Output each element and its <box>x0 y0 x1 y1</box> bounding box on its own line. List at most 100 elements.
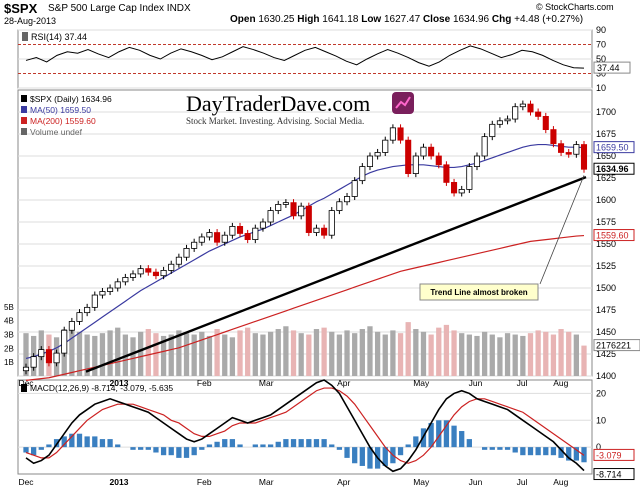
volume-bar <box>459 333 465 376</box>
price-candle <box>542 116 549 131</box>
annotation-arrow <box>539 175 585 285</box>
macd-tick-label: 0 <box>596 442 601 452</box>
chg-value: +4.48 (+0.27%) <box>514 14 584 25</box>
macd-x-tick-label: Jul <box>517 477 528 487</box>
volume-bar <box>367 326 373 376</box>
volume-value-box <box>593 339 640 352</box>
price-candle <box>122 277 129 283</box>
macd-histogram-bar <box>443 420 450 448</box>
price-legend-swatch <box>21 95 27 102</box>
price-candle <box>359 166 366 182</box>
low-value: 1627.47 <box>384 14 421 25</box>
price-x-tick-label: Mar <box>259 378 274 388</box>
macd-histogram-bar <box>31 447 37 456</box>
macd-histogram-bar <box>290 439 297 448</box>
volume-bar <box>405 322 411 376</box>
macd-histogram-bar <box>566 447 572 461</box>
ma50-value-label: 1659.50 <box>596 143 629 153</box>
macd-histogram-bar <box>313 439 320 448</box>
volume-bar <box>543 331 549 376</box>
price-candle <box>328 210 335 236</box>
price-candle <box>259 221 266 229</box>
ma200-legend: MA(200) 1559.60 <box>30 116 96 126</box>
volume-bar <box>229 337 236 376</box>
macd-histogram-bar <box>543 447 549 456</box>
macd-histogram-bar <box>336 447 343 450</box>
volume-tick-label: 2B <box>4 344 14 353</box>
macd-histogram-bar <box>206 444 213 448</box>
volume-tick-label: 3B <box>4 331 14 340</box>
price-tick-label: 1700 <box>596 107 616 117</box>
watermark: © StockCharts.com <box>536 2 614 12</box>
price-candle <box>344 196 351 203</box>
price-candle <box>580 144 588 170</box>
macd-tick-label: 20 <box>596 388 606 398</box>
volume-bar <box>573 334 579 376</box>
volume-bar <box>191 334 197 376</box>
price-tick-label: 1450 <box>596 327 616 337</box>
macd-histogram-bar <box>329 444 335 448</box>
price-candle <box>535 111 542 117</box>
macd-histogram-bar <box>107 439 113 448</box>
macd-panel-frame <box>17 379 593 475</box>
volume-tick-label: 4B <box>4 317 14 326</box>
price-x-tick-label: May <box>413 378 430 388</box>
price-candle <box>496 120 503 125</box>
logo-tagline: Stock Market. Investing. Advising. Socia… <box>186 116 365 126</box>
macd-histogram-bar <box>428 422 434 448</box>
volume-bar <box>382 334 388 376</box>
price-candle <box>443 164 450 183</box>
price-candle <box>191 241 198 249</box>
price-tick-label: 1650 <box>596 151 616 161</box>
volume-bar <box>466 334 472 376</box>
price-candle <box>175 256 182 265</box>
ma50-line <box>25 143 585 359</box>
volume-bar <box>344 330 350 376</box>
price-candle <box>382 139 389 153</box>
volume-bar <box>99 333 106 376</box>
price-candle <box>573 144 580 155</box>
macd-histogram-bar <box>99 439 106 448</box>
macd-x-tick-label: Dec <box>18 477 34 487</box>
annotation-box <box>419 283 539 301</box>
volume-bar <box>237 330 243 376</box>
volume-bar <box>168 334 174 376</box>
macd-histogram-bar <box>61 436 67 448</box>
macd-histogram-bar <box>183 447 190 458</box>
price-candle <box>336 201 343 211</box>
macd-histogram-bar <box>115 444 121 448</box>
volume-bar <box>443 324 450 376</box>
price-candle <box>565 152 572 155</box>
high-value: 1641.18 <box>322 14 359 25</box>
macd-histogram-bar <box>359 447 365 466</box>
volume-bar <box>298 333 304 376</box>
price-tick-label: 1475 <box>596 305 616 315</box>
macd-histogram-bar <box>69 433 75 448</box>
price-candle <box>236 225 244 234</box>
volume-bar <box>176 330 182 376</box>
macd-histogram-bar <box>352 447 358 464</box>
index-name: S&P 500 Large Cap Index INDX <box>48 3 191 14</box>
macd-histogram-bar <box>451 425 457 448</box>
macd-histogram-bar <box>504 447 511 450</box>
macd-histogram-bar <box>535 447 541 456</box>
price-x-tick-label: Apr <box>337 378 350 388</box>
high-label: High <box>297 14 320 25</box>
price-candle <box>512 106 519 120</box>
close-value-box <box>593 162 635 175</box>
macd-histogram-bar <box>520 447 526 456</box>
volume-bar <box>76 331 83 376</box>
volume-bar <box>581 345 587 376</box>
price-candle <box>267 210 274 223</box>
price-candle <box>53 352 60 364</box>
volume-bar <box>451 330 457 376</box>
macd-histogram-bar <box>168 447 174 456</box>
macd-tick-label: 10 <box>596 415 606 425</box>
macd-legend: MACD(12,26,9) -8.714, -3.079, -5.635 <box>30 383 173 393</box>
rsi-tick-label: 10 <box>596 83 606 93</box>
macd-histogram-bar <box>130 447 136 450</box>
macd-histogram-bar <box>550 447 557 456</box>
price-tick-label: 1425 <box>596 349 616 359</box>
price-tick-label: 1600 <box>596 195 616 205</box>
